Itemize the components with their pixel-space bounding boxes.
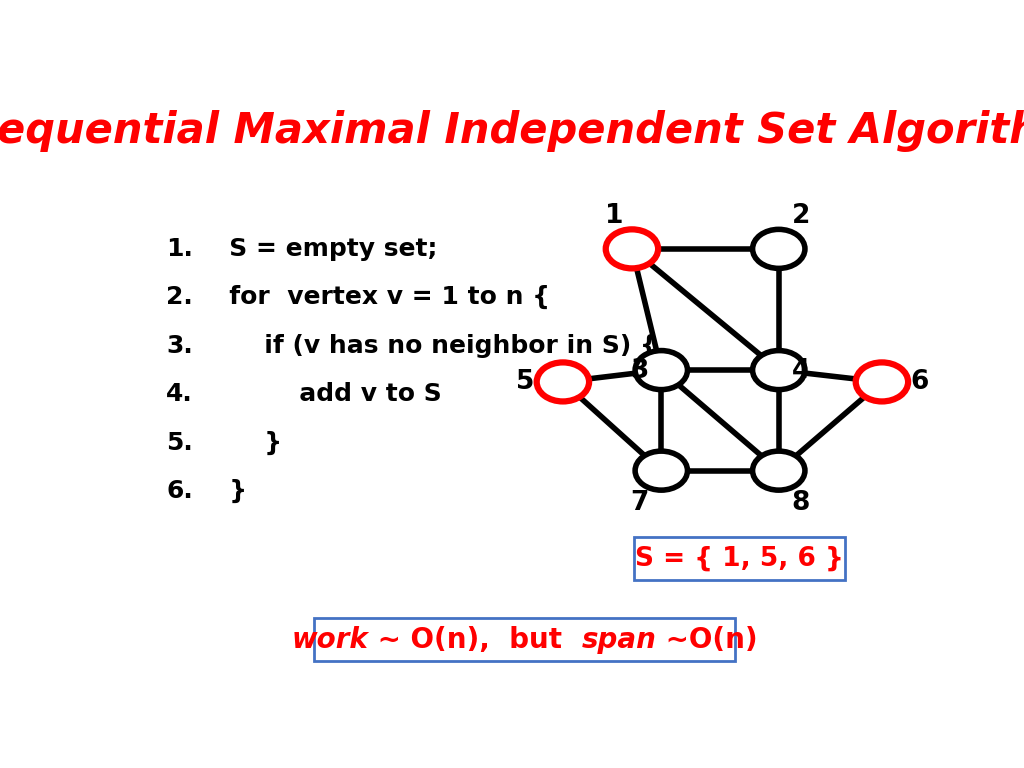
- Text: 4.: 4.: [166, 382, 193, 406]
- Text: 5: 5: [516, 369, 534, 395]
- Text: ∼ O(n),  but: ∼ O(n), but: [369, 626, 582, 654]
- Text: 1.: 1.: [166, 237, 193, 261]
- Text: 1: 1: [605, 204, 624, 230]
- Text: 7: 7: [630, 490, 648, 516]
- Text: 6: 6: [910, 369, 929, 395]
- Text: 4: 4: [792, 359, 810, 384]
- Text: ∼O(n): ∼O(n): [656, 626, 758, 654]
- Circle shape: [606, 230, 658, 268]
- Circle shape: [635, 451, 687, 490]
- Text: 8: 8: [792, 490, 810, 516]
- Text: }: }: [204, 431, 283, 455]
- Text: if (v has no neighbor in S) {: if (v has no neighbor in S) {: [204, 334, 658, 358]
- Text: S = { 1, 5, 6 }: S = { 1, 5, 6 }: [635, 546, 844, 571]
- Circle shape: [753, 451, 805, 490]
- FancyBboxPatch shape: [634, 538, 845, 580]
- Text: add v to S: add v to S: [204, 382, 442, 406]
- Text: for  vertex v = 1 to n {: for vertex v = 1 to n {: [204, 285, 550, 310]
- Text: work: work: [292, 626, 369, 654]
- Text: Sequential Maximal Independent Set Algorithm: Sequential Maximal Independent Set Algor…: [0, 110, 1024, 151]
- FancyBboxPatch shape: [314, 618, 735, 661]
- Text: 3.: 3.: [166, 334, 193, 358]
- Circle shape: [753, 350, 805, 389]
- Text: S = empty set;: S = empty set;: [204, 237, 438, 261]
- Circle shape: [856, 362, 908, 402]
- Text: 6.: 6.: [166, 479, 193, 503]
- Text: 5.: 5.: [166, 431, 193, 455]
- Circle shape: [635, 350, 687, 389]
- Text: 3: 3: [630, 359, 648, 384]
- Text: 2.: 2.: [166, 286, 193, 310]
- Circle shape: [753, 230, 805, 268]
- Text: }: }: [204, 479, 248, 503]
- Text: span: span: [582, 626, 656, 654]
- Text: 2: 2: [792, 204, 810, 230]
- Circle shape: [537, 362, 589, 402]
